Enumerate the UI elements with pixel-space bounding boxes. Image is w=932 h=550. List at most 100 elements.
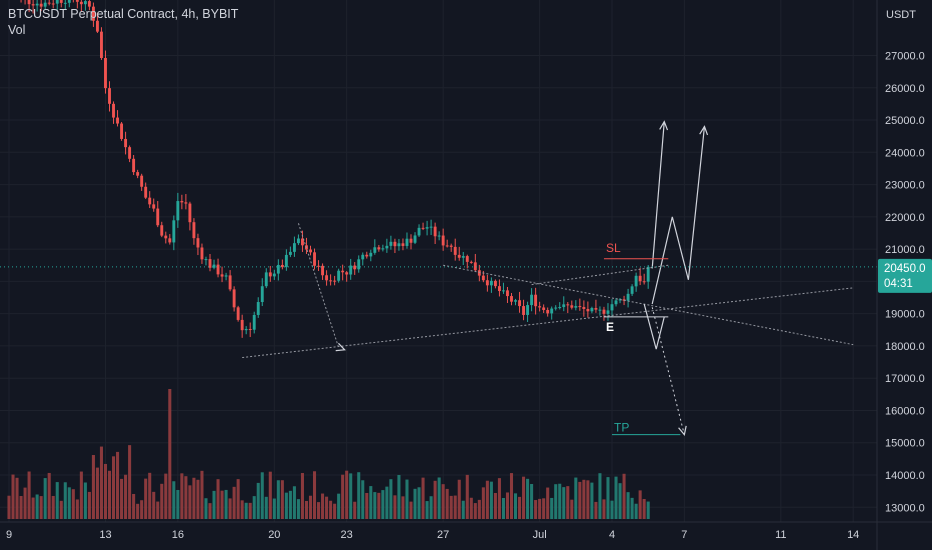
candle-body [433,226,437,237]
price-tick-label: 23000.0 [885,180,925,192]
candle-body [502,290,505,292]
volume-bar [485,480,489,519]
resistance-trendline [443,264,854,346]
volume-bar [168,389,172,519]
volume-bar [31,497,35,519]
candle-body [152,204,156,209]
candle-body [268,272,272,277]
symbol-title[interactable]: BTCUSDT Perpetual Contract, 4h, BYBIT [8,7,239,21]
volume-bar [389,479,393,519]
volume-bar [594,501,598,519]
candle-body [582,307,586,309]
volume-bar [582,479,586,519]
volume-bar [51,495,55,519]
volume-bar [300,473,304,519]
time-tick-label: 11 [775,529,786,541]
volume-bar [15,477,19,519]
volume-bar [369,486,373,519]
candle-body [160,225,164,236]
candle-body [518,300,521,307]
candle-body [104,58,107,89]
time-tick-label: Jul [533,529,547,541]
candle-body [284,254,288,268]
volume-bar [586,480,590,519]
volume-bar [71,489,75,519]
candle-body [441,235,445,246]
volume-bar [497,478,501,519]
price-axis[interactable]: USDT 27000.0 26000.0 25000.0 24000.0 23000.0 2… [876,0,925,550]
volume-bar [513,493,518,519]
candle-body [562,304,566,308]
volume-bar [441,484,445,519]
price-tick-label: 21000.0 [885,244,925,256]
volume-bar [337,493,341,519]
volume-bar [120,478,124,519]
candle-body [542,307,546,310]
candle-body [614,300,618,305]
volume-bar [103,463,108,519]
candle-body [196,238,200,248]
volume-bar [321,493,325,519]
candle-body [256,302,260,315]
volume-bar [357,472,361,519]
projection-path-down [643,303,665,350]
price-tick-label: 17000.0 [885,373,925,385]
candle-body [457,254,461,258]
candle-body [95,20,99,32]
candle-body [365,254,369,257]
volume-bar [409,501,413,519]
volume-bar [244,502,248,519]
volume-bar [461,500,465,519]
volume-bar [43,478,47,519]
candle-body [309,249,312,253]
volume-bar [124,474,128,519]
candle-body [538,306,542,308]
volume-bar [308,495,313,519]
candle-body [252,314,256,330]
volume-bar [630,497,634,519]
volume-bar [489,481,493,519]
candle-body [373,247,377,253]
volume-bar [618,483,622,519]
candle-body [530,294,534,306]
volume-bar [377,492,381,519]
candle-body [168,238,172,243]
candle-body [35,3,39,6]
candle-body [108,88,111,104]
volume-bar [75,499,79,519]
last-price-value: 20450.0 [884,263,926,275]
candle-body [272,273,276,277]
volume-bar [228,498,232,519]
candle-body [445,245,449,247]
volume-bar [590,482,594,519]
volume-bar [212,490,216,519]
candle-body [514,300,517,302]
candle-body [301,238,304,246]
candle-body [313,252,316,266]
price-tick-label: 15000.0 [885,438,925,450]
volume-bar [493,492,497,519]
chart-legend: BTCUSDT Perpetual Contract, 4h, BYBIT Vo… [8,6,238,38]
volume-bar [361,480,365,519]
upper-trendline [531,264,669,286]
volume-bar [353,501,357,519]
volume-label[interactable]: Vol [8,23,26,37]
time-tick-label: 14 [847,529,859,541]
candle-body [526,305,530,315]
time-axis[interactable]: 9 13 16 20 23 27 Jul 4 7 11 14 [0,521,932,541]
price-tick-label: 14000.0 [885,470,925,482]
candle-body [317,265,320,267]
volume-bar [413,488,417,519]
candle-body [477,270,481,276]
volume-bar [325,496,329,519]
volume-bar [256,482,260,519]
candle-body [67,0,71,3]
candle-body [212,264,216,268]
candle-body [136,172,140,176]
volume-bar [518,496,522,519]
candle-body [112,103,115,118]
candle-body [140,175,144,187]
candle-body [429,226,433,228]
